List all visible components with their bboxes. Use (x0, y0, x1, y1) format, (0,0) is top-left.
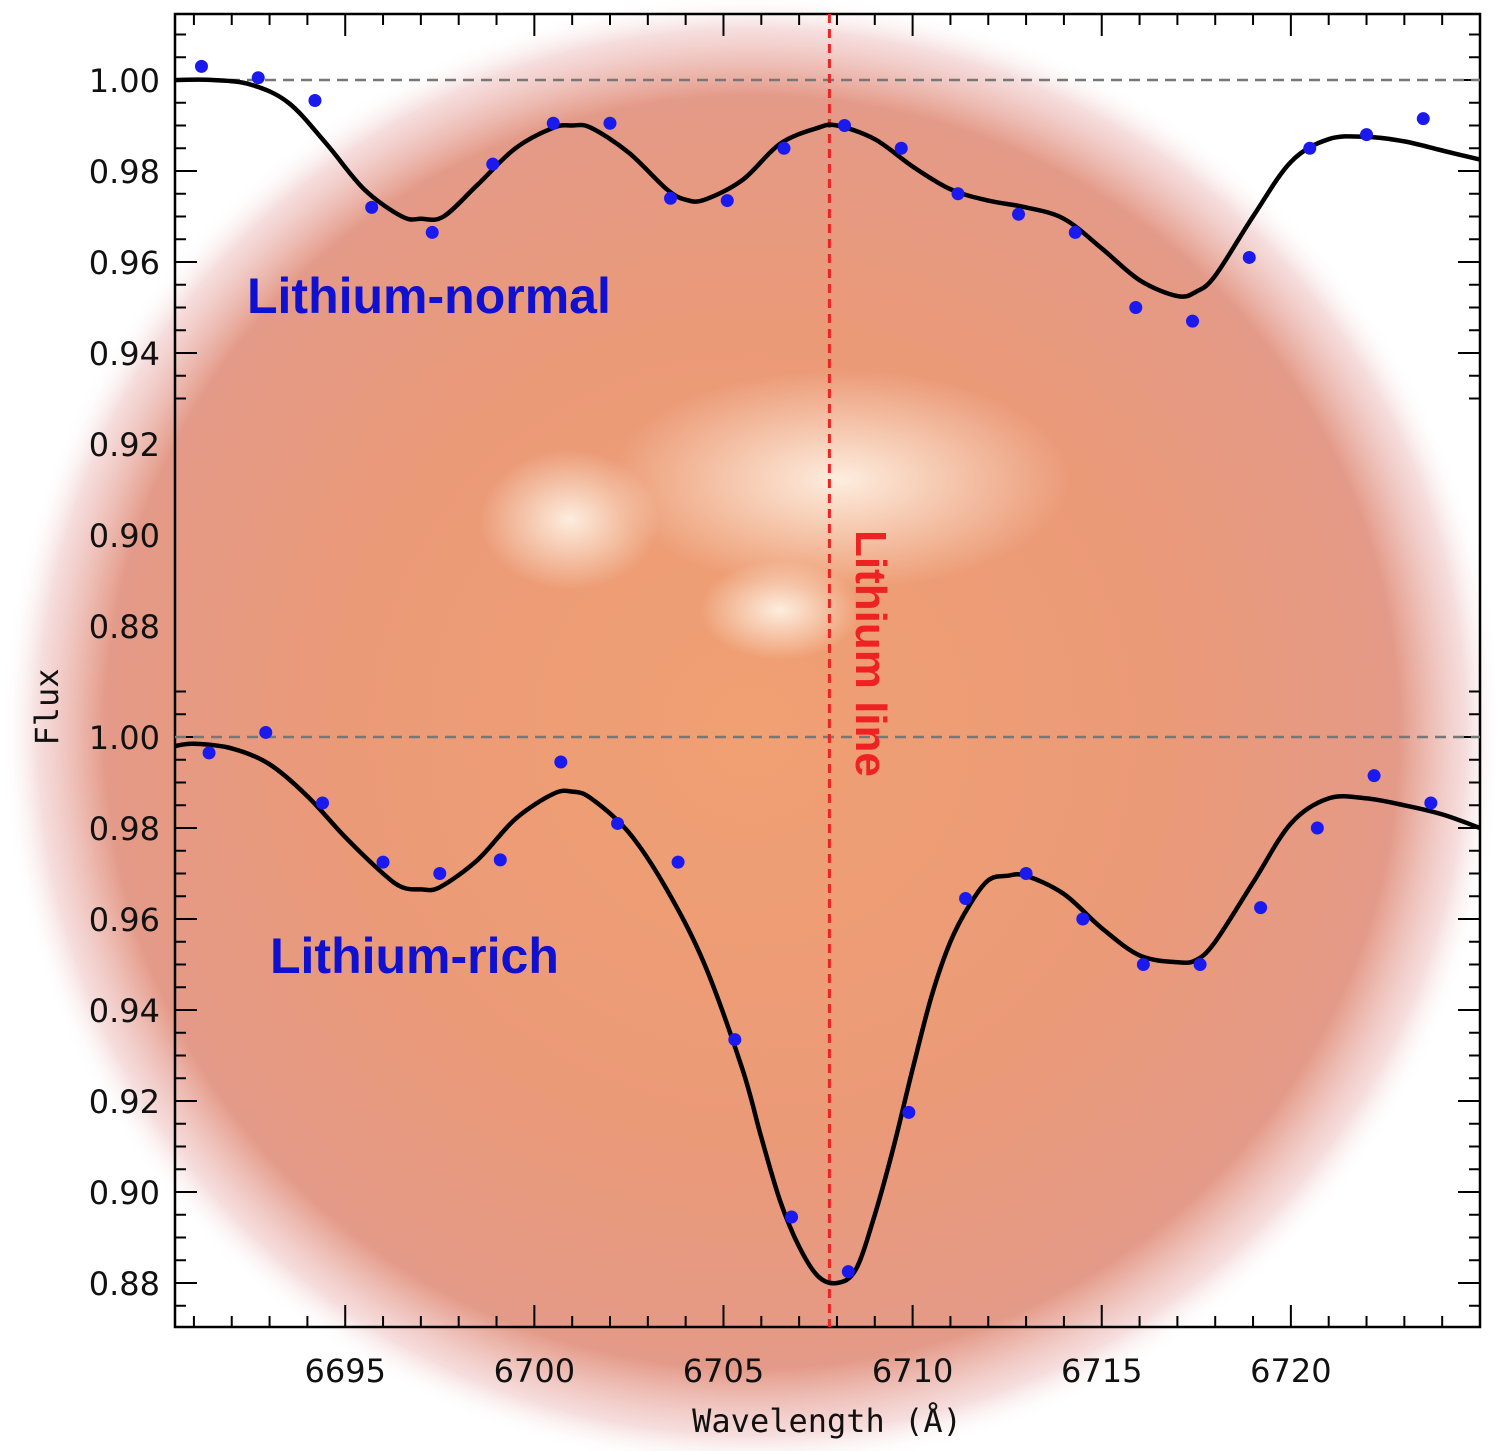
data-point (1367, 769, 1381, 783)
y-tick-label: 0.98 (89, 810, 160, 848)
y-tick-labels: 1.00 0.98 0.96 0.94 0.92 0.90 0.88 1.00 0.98 0.96… (89, 62, 160, 1303)
data-point (493, 853, 507, 867)
y-tick-label: 0.92 (89, 426, 160, 464)
sun-bright-region (610, 370, 1070, 590)
data-point (611, 816, 625, 830)
panel-label-normal: Lithium-normal (247, 268, 611, 324)
data-point (902, 1105, 916, 1119)
y-tick-label: 0.88 (89, 608, 160, 646)
x-tick-label: 6720 (1250, 1352, 1331, 1390)
data-point (671, 855, 685, 869)
y-tick-label: 0.92 (89, 1083, 160, 1121)
data-point (894, 141, 908, 155)
data-point (1129, 301, 1143, 314)
data-points (194, 59, 1438, 1279)
data-point (1019, 867, 1033, 880)
data-point (365, 200, 379, 214)
data-point (603, 116, 617, 130)
plot-frame (173, 12, 1482, 1329)
data-point (376, 855, 390, 869)
y-tick-label: 0.94 (89, 335, 160, 373)
data-point (425, 225, 439, 239)
data-point (1254, 901, 1268, 915)
data-point (554, 755, 568, 769)
data-point (1242, 250, 1256, 264)
x-tick-label: 6710 (872, 1352, 953, 1390)
x-tick-labels: 6695 6700 6705 6710 6715 6720 (304, 1352, 1331, 1390)
data-point (1360, 128, 1374, 142)
data-point (202, 746, 216, 760)
data-point (777, 141, 791, 155)
data-point (841, 1265, 855, 1279)
data-point (1416, 112, 1430, 126)
data-point (664, 191, 678, 205)
y-tick-label: 0.90 (89, 1174, 160, 1212)
y-tick-label: 0.96 (89, 901, 160, 939)
data-point (838, 119, 852, 132)
data-point (1136, 958, 1150, 971)
sun-bright-region (700, 560, 860, 660)
y-tick-label: 0.94 (89, 992, 160, 1030)
panel-label-rich: Lithium-rich (270, 928, 559, 984)
y-tick-label: 0.96 (89, 244, 160, 282)
data-point (546, 116, 560, 130)
y-tick-label: 0.90 (89, 517, 160, 555)
data-point (259, 725, 273, 739)
x-ticks (192, 14, 1444, 1327)
data-point (308, 93, 322, 107)
data-point (1076, 912, 1090, 926)
model-curve-rich (175, 741, 1480, 1286)
sun-bright-region (480, 450, 660, 590)
data-point (1186, 314, 1200, 328)
data-point (1193, 958, 1207, 971)
x-tick-label: 6700 (494, 1352, 575, 1390)
data-point (951, 187, 965, 201)
data-point (1068, 225, 1082, 239)
data-point (1303, 141, 1317, 155)
data-point (785, 1210, 799, 1224)
data-point (959, 892, 973, 906)
data-point (486, 157, 500, 171)
y-tick-label: 0.88 (89, 1265, 160, 1303)
model-curves (175, 77, 1480, 1286)
model-curve-normal (175, 77, 1480, 299)
data-point (728, 1033, 742, 1047)
data-point (1012, 207, 1026, 221)
reference-lines (175, 78, 1480, 739)
data-point (720, 194, 734, 208)
data-point (194, 59, 208, 73)
data-point (1424, 796, 1438, 810)
x-axis-title: Wavelength (Å) (692, 1402, 962, 1440)
x-tick-label: 6705 (683, 1352, 764, 1390)
x-tick-label: 6695 (304, 1352, 385, 1390)
y-axis-title: Flux (28, 668, 66, 745)
y-tick-label: 1.00 (89, 62, 160, 100)
y-tick-label: 0.98 (89, 153, 160, 191)
y-tick-label: 1.00 (89, 719, 160, 757)
lithium-line-label: Lithium line (846, 530, 895, 777)
x-tick-label: 6715 (1061, 1352, 1142, 1390)
data-point (251, 71, 265, 85)
data-point (1310, 821, 1324, 835)
data-point (316, 796, 330, 810)
data-point (433, 867, 447, 880)
y-ticks (175, 33, 1480, 1307)
